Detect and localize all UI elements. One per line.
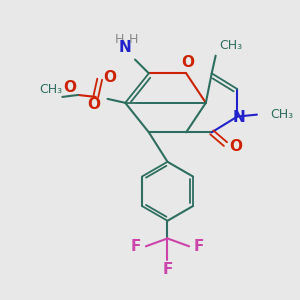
Text: CH₃: CH₃ xyxy=(220,39,243,52)
Text: O: O xyxy=(103,70,116,85)
Text: O: O xyxy=(64,80,77,94)
Text: O: O xyxy=(229,139,242,154)
Text: H: H xyxy=(115,33,124,46)
Text: F: F xyxy=(162,262,173,278)
Text: O: O xyxy=(87,97,100,112)
Text: CH₃: CH₃ xyxy=(271,108,294,121)
Text: CH₃: CH₃ xyxy=(39,82,62,96)
Text: H: H xyxy=(128,33,138,46)
Text: N: N xyxy=(233,110,246,125)
Text: O: O xyxy=(182,55,195,70)
Text: N: N xyxy=(119,40,132,55)
Text: F: F xyxy=(194,239,204,254)
Text: F: F xyxy=(131,239,141,254)
